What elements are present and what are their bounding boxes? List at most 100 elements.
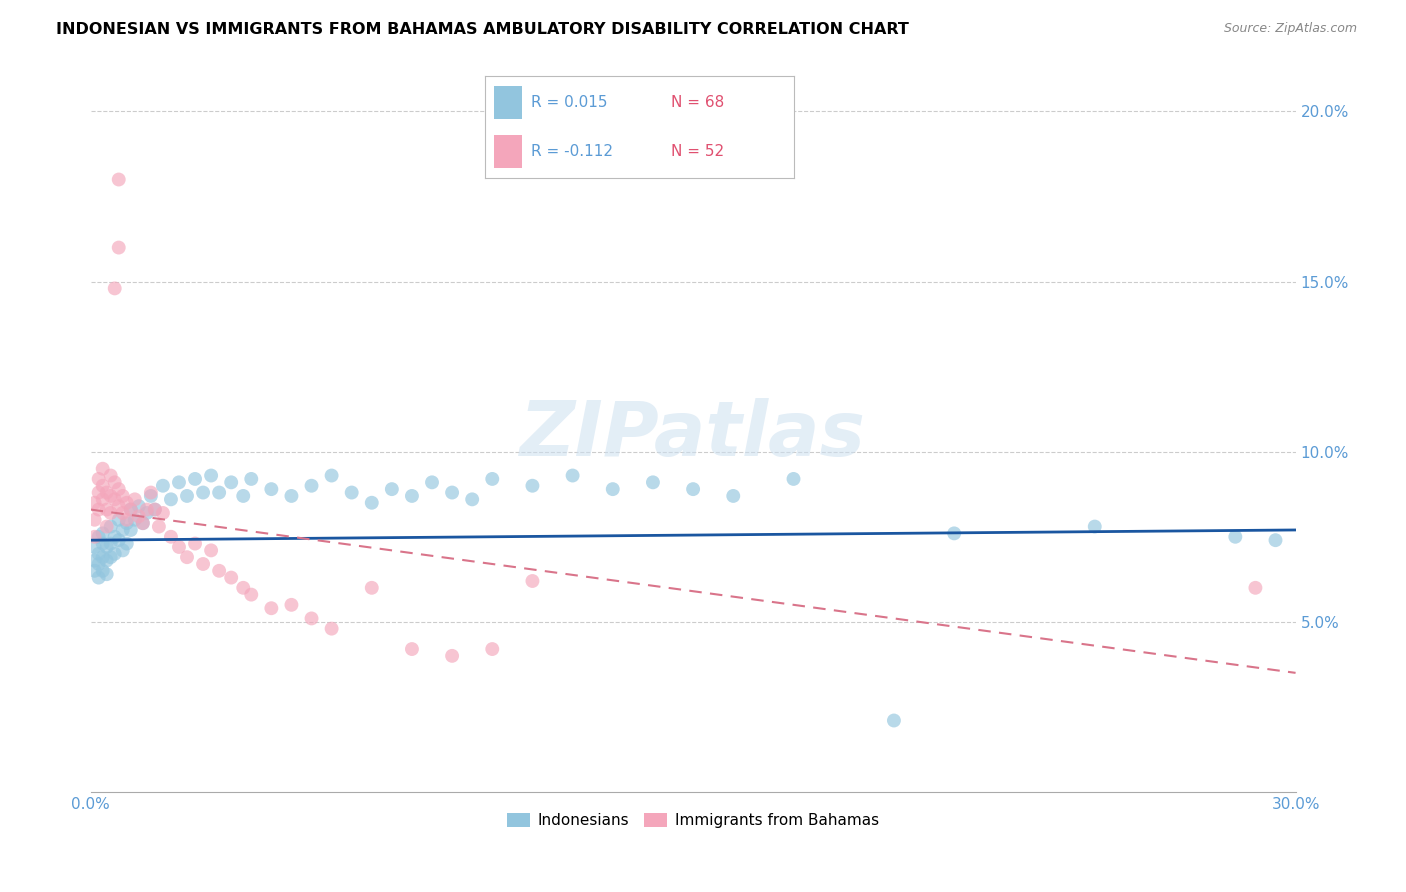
- Legend: Indonesians, Immigrants from Bahamas: Indonesians, Immigrants from Bahamas: [501, 807, 886, 834]
- Point: [132, 516, 155, 531]
- Point: [96, 519, 118, 533]
- Point: [240, 472, 263, 486]
- Point: [111, 523, 134, 537]
- Point: [219, 475, 242, 490]
- Point: [83, 564, 105, 578]
- Point: [723, 489, 745, 503]
- Point: [1264, 533, 1286, 548]
- Point: [135, 502, 157, 516]
- Point: [87, 557, 110, 571]
- Point: [360, 496, 382, 510]
- Text: R = -0.112: R = -0.112: [531, 145, 613, 160]
- Point: [200, 543, 222, 558]
- Point: [219, 571, 242, 585]
- Point: [115, 513, 138, 527]
- Point: [91, 526, 114, 541]
- Point: [91, 550, 114, 565]
- Text: ZIPatlas: ZIPatlas: [520, 398, 866, 472]
- Point: [401, 489, 423, 503]
- Point: [167, 475, 190, 490]
- Text: INDONESIAN VS IMMIGRANTS FROM BAHAMAS AMBULATORY DISABILITY CORRELATION CHART: INDONESIAN VS IMMIGRANTS FROM BAHAMAS AM…: [56, 22, 910, 37]
- Point: [135, 506, 157, 520]
- Bar: [495, 87, 522, 119]
- Point: [111, 506, 134, 520]
- Point: [232, 581, 254, 595]
- Point: [208, 564, 231, 578]
- Point: [561, 468, 583, 483]
- Point: [91, 492, 114, 507]
- Point: [120, 502, 142, 516]
- Point: [200, 468, 222, 483]
- Point: [522, 574, 544, 588]
- Text: N = 52: N = 52: [671, 145, 724, 160]
- Point: [107, 482, 129, 496]
- Point: [139, 489, 162, 503]
- Point: [148, 519, 170, 533]
- Point: [682, 482, 704, 496]
- Point: [87, 485, 110, 500]
- Text: N = 68: N = 68: [671, 95, 724, 110]
- Point: [87, 547, 110, 561]
- Point: [441, 485, 464, 500]
- Point: [100, 468, 122, 483]
- Point: [120, 523, 142, 537]
- Point: [208, 485, 231, 500]
- Point: [782, 472, 804, 486]
- Point: [260, 601, 283, 615]
- Point: [167, 540, 190, 554]
- Point: [104, 530, 127, 544]
- Point: [96, 553, 118, 567]
- Point: [301, 611, 323, 625]
- Point: [360, 581, 382, 595]
- Point: [481, 472, 503, 486]
- Point: [115, 516, 138, 531]
- Point: [143, 502, 166, 516]
- Point: [139, 485, 162, 500]
- Point: [160, 492, 183, 507]
- Point: [321, 468, 343, 483]
- Point: [184, 536, 207, 550]
- Point: [321, 622, 343, 636]
- Point: [96, 485, 118, 500]
- Point: [91, 564, 114, 578]
- Point: [104, 547, 127, 561]
- Point: [91, 536, 114, 550]
- Point: [83, 540, 105, 554]
- Point: [91, 461, 114, 475]
- Point: [107, 513, 129, 527]
- Point: [176, 550, 198, 565]
- Point: [1244, 581, 1267, 595]
- Point: [301, 479, 323, 493]
- Point: [232, 489, 254, 503]
- Bar: [495, 136, 522, 168]
- Point: [128, 499, 150, 513]
- Point: [100, 506, 122, 520]
- Point: [107, 241, 129, 255]
- Point: [401, 642, 423, 657]
- Point: [100, 489, 122, 503]
- Point: [128, 509, 150, 524]
- Point: [100, 550, 122, 565]
- Point: [943, 526, 966, 541]
- Point: [280, 489, 302, 503]
- Point: [87, 472, 110, 486]
- Point: [115, 536, 138, 550]
- Point: [87, 502, 110, 516]
- Point: [111, 543, 134, 558]
- Point: [260, 482, 283, 496]
- Point: [381, 482, 404, 496]
- Point: [152, 479, 174, 493]
- Point: [107, 499, 129, 513]
- Point: [883, 714, 905, 728]
- Point: [115, 496, 138, 510]
- Point: [120, 502, 142, 516]
- Point: [107, 172, 129, 186]
- Point: [83, 496, 105, 510]
- Point: [240, 588, 263, 602]
- Text: Source: ZipAtlas.com: Source: ZipAtlas.com: [1223, 22, 1357, 36]
- Point: [87, 571, 110, 585]
- Point: [522, 479, 544, 493]
- Point: [104, 475, 127, 490]
- Point: [184, 472, 207, 486]
- Point: [191, 485, 214, 500]
